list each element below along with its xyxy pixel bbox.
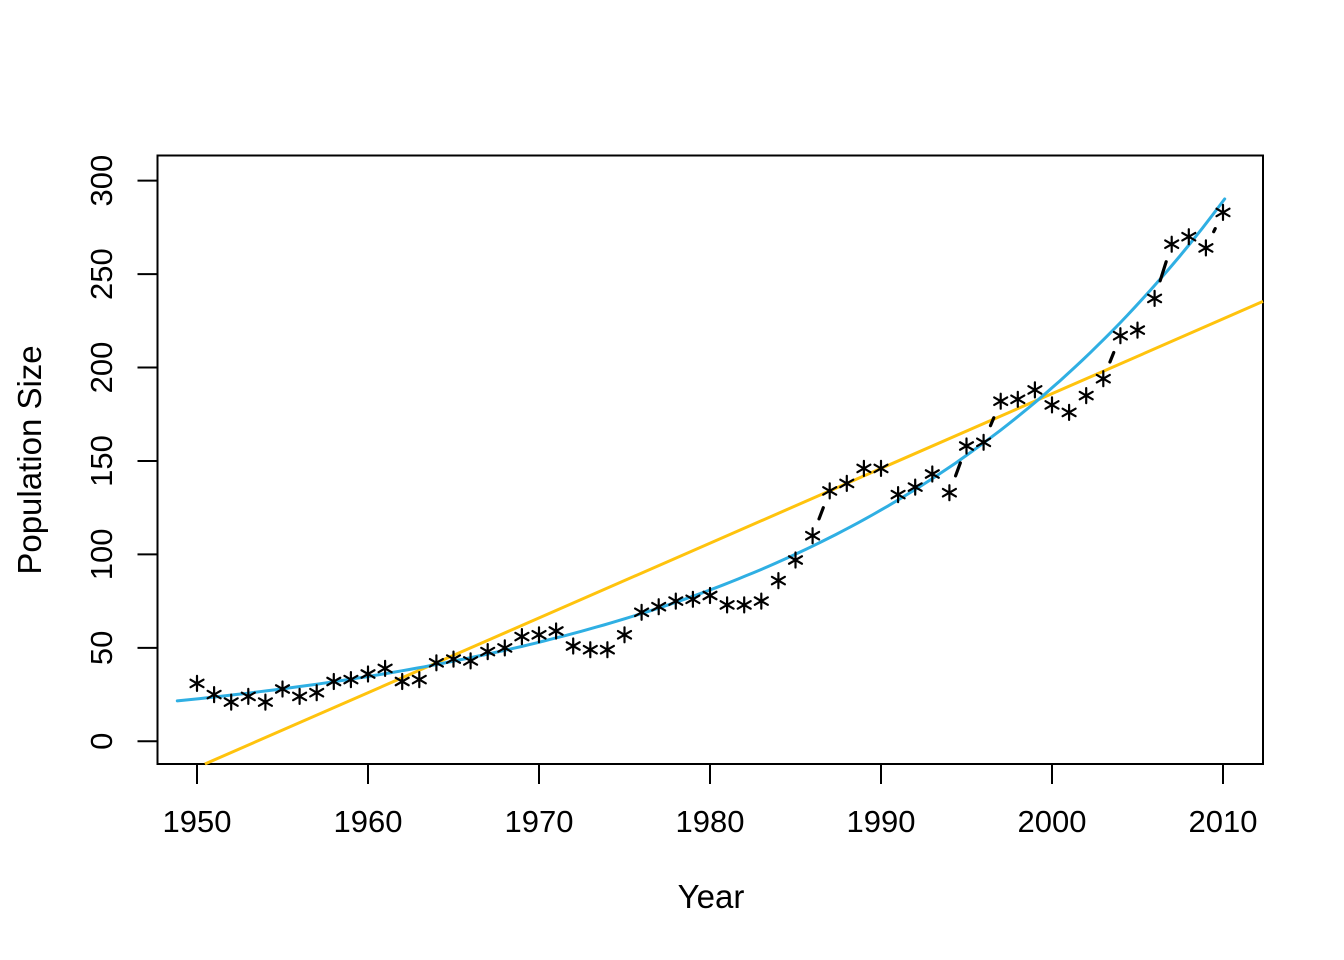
data-point-asterisk bbox=[309, 684, 325, 702]
data-point-asterisk bbox=[189, 674, 205, 693]
data-point-asterisk bbox=[805, 527, 821, 545]
data-point-asterisk bbox=[360, 665, 376, 683]
y-tick-label: 100 bbox=[84, 529, 119, 581]
data-point-asterisk bbox=[343, 670, 359, 689]
data-point-asterisk bbox=[377, 659, 393, 678]
data-point-asterisk bbox=[668, 592, 684, 610]
data-point-asterisk bbox=[445, 650, 462, 668]
data-point-asterisk bbox=[651, 598, 667, 616]
linear-fit-line bbox=[204, 300, 1264, 766]
data-point-asterisk bbox=[582, 641, 598, 659]
data-point-asterisk bbox=[736, 596, 752, 614]
data-point-asterisk bbox=[1112, 327, 1128, 345]
data-point-asterisk bbox=[1164, 235, 1180, 253]
data-point-asterisk bbox=[548, 622, 564, 640]
dashed-connector-segment bbox=[988, 416, 996, 428]
data-point-asterisk bbox=[1198, 239, 1214, 257]
y-tick-label: 50 bbox=[84, 631, 119, 665]
data-point-asterisk bbox=[958, 437, 975, 455]
data-point-asterisk bbox=[1027, 381, 1043, 399]
x-tick-label: 2000 bbox=[1018, 804, 1087, 839]
data-point-asterisk bbox=[514, 627, 530, 646]
data-point-asterisk bbox=[941, 484, 957, 502]
data-point-asterisk bbox=[1061, 403, 1077, 421]
data-point-asterisk bbox=[685, 590, 701, 608]
data-point-asterisk bbox=[993, 392, 1009, 410]
data-point-asterisk bbox=[428, 654, 444, 672]
data-point-asterisk bbox=[856, 459, 872, 477]
data-point-asterisk bbox=[497, 639, 513, 657]
y-tick-label: 300 bbox=[84, 155, 119, 207]
data-point-asterisk bbox=[770, 571, 786, 590]
data-point-asterisk bbox=[907, 478, 923, 496]
data-point-asterisk bbox=[274, 680, 291, 698]
data-point-asterisk bbox=[1181, 228, 1197, 246]
data-point-asterisk bbox=[480, 642, 496, 661]
data-point-asterisk bbox=[257, 693, 273, 711]
y-tick-label: 200 bbox=[84, 342, 119, 394]
data-point-asterisk bbox=[394, 672, 410, 691]
dashed-connector-segment bbox=[1108, 350, 1116, 364]
y-tick-label: 0 bbox=[84, 733, 119, 750]
y-tick-label: 150 bbox=[84, 435, 119, 487]
data-point-asterisk bbox=[924, 465, 940, 483]
data-point-asterisk bbox=[326, 672, 342, 691]
x-tick-label: 2010 bbox=[1189, 804, 1258, 839]
data-point-asterisk bbox=[976, 433, 992, 451]
data-point-asterisk bbox=[1095, 370, 1111, 388]
data-point-asterisk bbox=[1010, 390, 1026, 408]
y-axis-title: Population Size bbox=[11, 345, 48, 575]
dashed-connector-segment bbox=[1158, 260, 1168, 283]
data-point-asterisk bbox=[873, 459, 889, 477]
data-point-asterisk bbox=[1129, 321, 1146, 339]
data-point-asterisk bbox=[1147, 289, 1163, 307]
data-point-asterisk bbox=[206, 685, 222, 704]
y-tick-label: 250 bbox=[84, 248, 119, 300]
data-point-asterisk bbox=[787, 551, 804, 569]
data-point-asterisk bbox=[1078, 387, 1094, 405]
data-point-asterisk bbox=[753, 592, 769, 610]
data-point-asterisk bbox=[240, 687, 256, 706]
x-tick-label: 1970 bbox=[505, 804, 574, 839]
data-point-asterisk bbox=[702, 586, 718, 605]
data-point-asterisk bbox=[531, 626, 547, 644]
data-point-asterisk bbox=[839, 474, 855, 492]
data-point-asterisk bbox=[822, 482, 838, 500]
dashed-connector-segment bbox=[817, 506, 825, 521]
data-point-asterisk bbox=[565, 637, 581, 655]
data-point-asterisk bbox=[719, 596, 735, 614]
x-tick-label: 1990 bbox=[847, 804, 916, 839]
data-point-asterisk bbox=[890, 486, 906, 504]
x-tick-label: 1980 bbox=[676, 804, 745, 839]
data-point-asterisk bbox=[616, 626, 633, 644]
dashed-connector-segment bbox=[953, 461, 962, 478]
data-point-asterisk bbox=[411, 670, 427, 689]
data-point-asterisk bbox=[1044, 396, 1060, 414]
data-point-asterisk bbox=[1215, 203, 1231, 221]
data-point-asterisk bbox=[634, 603, 650, 621]
x-tick-label: 1950 bbox=[163, 804, 232, 839]
exponential-fit-curve bbox=[175, 197, 1227, 703]
data-point-asterisk bbox=[599, 641, 615, 659]
data-point-asterisk bbox=[463, 652, 479, 670]
x-axis-title: Year bbox=[677, 878, 745, 915]
plot-box bbox=[156, 154, 1264, 765]
data-point-asterisk bbox=[223, 693, 239, 711]
dashed-connector-segment bbox=[1212, 227, 1217, 234]
x-tick-label: 1960 bbox=[334, 804, 403, 839]
data-point-asterisk bbox=[292, 687, 308, 706]
